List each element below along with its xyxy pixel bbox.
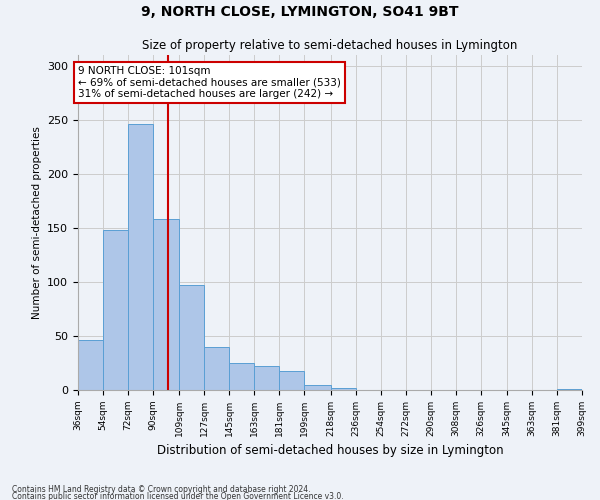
Text: Contains public sector information licensed under the Open Government Licence v3: Contains public sector information licen…: [12, 492, 344, 500]
Bar: [557, 389, 582, 390]
Bar: [254, 366, 280, 390]
Bar: [179, 285, 205, 390]
Bar: [331, 388, 356, 390]
Bar: [280, 370, 304, 390]
X-axis label: Distribution of semi-detached houses by size in Lymington: Distribution of semi-detached houses by …: [157, 444, 503, 458]
Text: 9 NORTH CLOSE: 101sqm
← 69% of semi-detached houses are smaller (533)
31% of sem: 9 NORTH CLOSE: 101sqm ← 69% of semi-deta…: [78, 66, 341, 99]
Bar: [205, 347, 229, 390]
Text: 9, NORTH CLOSE, LYMINGTON, SO41 9BT: 9, NORTH CLOSE, LYMINGTON, SO41 9BT: [141, 5, 459, 19]
Bar: [229, 363, 254, 390]
Bar: [153, 220, 179, 390]
Bar: [128, 124, 153, 390]
Bar: [103, 230, 128, 390]
Bar: [304, 384, 331, 390]
Text: Contains HM Land Registry data © Crown copyright and database right 2024.: Contains HM Land Registry data © Crown c…: [12, 486, 311, 494]
Bar: [78, 340, 103, 390]
Title: Size of property relative to semi-detached houses in Lymington: Size of property relative to semi-detach…: [142, 40, 518, 52]
Y-axis label: Number of semi-detached properties: Number of semi-detached properties: [32, 126, 41, 319]
